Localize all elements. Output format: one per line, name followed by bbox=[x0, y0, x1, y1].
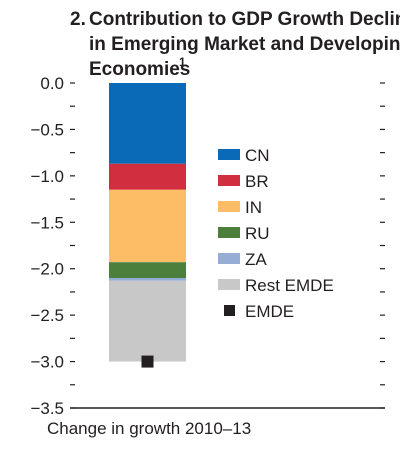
y-tick-label: −3.0 bbox=[30, 353, 64, 372]
bar-segment-cn bbox=[109, 83, 186, 164]
y-tick-label: −2.0 bbox=[30, 260, 64, 279]
legend: CN BR IN RU ZA Rest EMDE EMDE bbox=[218, 146, 334, 321]
legend-swatch-rest-emde bbox=[218, 279, 240, 290]
axis-ticks: 0.0 −0.5 −1.0 −1.5 −2.0 −2.5 −3.0 −3.5 bbox=[30, 74, 385, 418]
legend-label-br: BR bbox=[245, 172, 269, 191]
legend-label-emde: EMDE bbox=[245, 302, 294, 321]
y-tick-label: −0.5 bbox=[30, 120, 64, 139]
legend-swatch-ru bbox=[218, 227, 240, 238]
total-marker-emde bbox=[141, 355, 154, 368]
title-line-1: Contribution to GDP Growth Decline bbox=[89, 9, 400, 30]
bar-segment-in bbox=[109, 189, 186, 263]
legend-swatch-za bbox=[218, 253, 240, 264]
legend-label-cn: CN bbox=[245, 146, 270, 165]
legend-label-in: IN bbox=[245, 198, 262, 217]
legend-swatch-in bbox=[218, 201, 240, 212]
y-tick-label: −1.0 bbox=[30, 167, 64, 186]
legend-swatch-emde bbox=[224, 305, 235, 316]
total-marker-layer bbox=[141, 355, 154, 368]
bar-segment-ru bbox=[109, 262, 186, 278]
legend-label-ru: RU bbox=[245, 224, 270, 243]
bar-segment-rest-emde bbox=[109, 280, 186, 362]
legend-swatch-cn bbox=[218, 149, 240, 160]
legend-label-rest-emde: Rest EMDE bbox=[245, 276, 334, 295]
title-superscript: 1 bbox=[179, 55, 186, 69]
bar-segment-br bbox=[109, 163, 186, 190]
chart-title: 2. Contribution to GDP Growth Decline in… bbox=[70, 9, 400, 80]
x-axis-label: Change in growth 2010–13 bbox=[47, 419, 251, 438]
y-tick-label: −3.5 bbox=[30, 399, 64, 418]
y-tick-label: 0.0 bbox=[40, 74, 64, 93]
y-tick-label: −2.5 bbox=[30, 306, 64, 325]
legend-label-za: ZA bbox=[245, 250, 267, 269]
y-tick-label: −1.5 bbox=[30, 213, 64, 232]
bar-segment-za bbox=[109, 278, 186, 281]
stacked-bar bbox=[109, 83, 186, 362]
legend-swatch-br bbox=[218, 175, 240, 186]
title-line-2: in Emerging Market and Developing bbox=[89, 34, 400, 55]
title-line-3: Economies bbox=[89, 59, 190, 80]
title-number: 2. bbox=[70, 9, 86, 30]
